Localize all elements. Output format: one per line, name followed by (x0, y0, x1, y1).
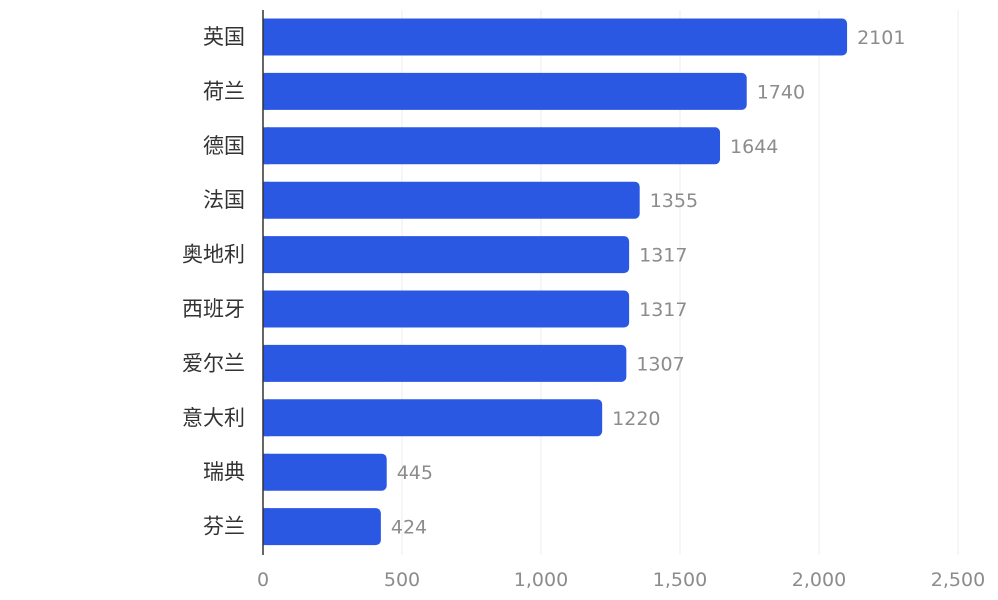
bar-edge (263, 508, 269, 546)
category-label: 法国 (203, 188, 245, 212)
category-label: 德国 (203, 134, 245, 158)
category-label: 芬兰 (203, 515, 245, 539)
value-label: 424 (391, 517, 427, 539)
bar-edge (263, 181, 269, 219)
bar-edge (263, 127, 269, 165)
bar (263, 18, 848, 56)
bar (263, 453, 387, 491)
bar-edge (263, 399, 269, 437)
category-label: 瑞典 (203, 460, 245, 484)
bar (263, 399, 603, 437)
category-label: 英国 (203, 25, 245, 49)
x-tick-label: 0 (257, 569, 269, 591)
value-label: 2101 (857, 27, 905, 49)
x-tick-label: 1,000 (514, 569, 568, 591)
bar (263, 127, 721, 165)
x-axis-ticks: 0 500 1,000 1,500 2,000 2,500 (257, 569, 985, 591)
category-label: 爱尔兰 (182, 351, 245, 375)
value-label: 445 (397, 462, 433, 484)
category-label: 意大利 (182, 406, 245, 430)
bar-edge (263, 72, 269, 110)
x-tick-label: 500 (384, 569, 420, 591)
bar (263, 72, 747, 110)
x-tick-label: 1,500 (653, 569, 707, 591)
bar-edge (263, 236, 269, 274)
value-label: 1220 (612, 408, 660, 430)
bar-edge (263, 290, 269, 328)
x-tick-label: 2,000 (792, 569, 846, 591)
value-label: 1355 (650, 190, 698, 212)
bar (263, 181, 640, 219)
category-label: 奥地利 (182, 243, 245, 267)
x-tick-label: 2,500 (931, 569, 985, 591)
value-label: 1307 (636, 353, 684, 375)
bar (263, 290, 630, 328)
category-label: 荷兰 (203, 79, 245, 103)
bar-edge (263, 18, 269, 56)
value-label: 1317 (639, 299, 687, 321)
bar (263, 236, 630, 274)
bar-edge (263, 453, 269, 491)
value-label: 1317 (639, 245, 687, 267)
bar-edge (263, 344, 269, 382)
category-label: 西班牙 (182, 297, 245, 321)
value-label: 1740 (757, 81, 805, 103)
bar (263, 508, 381, 546)
bars (263, 18, 848, 546)
value-labels: 2101 1740 1644 1355 1317 1317 1307 1220 445 424 (391, 27, 906, 539)
value-label: 1644 (730, 136, 778, 158)
bar (263, 344, 627, 382)
